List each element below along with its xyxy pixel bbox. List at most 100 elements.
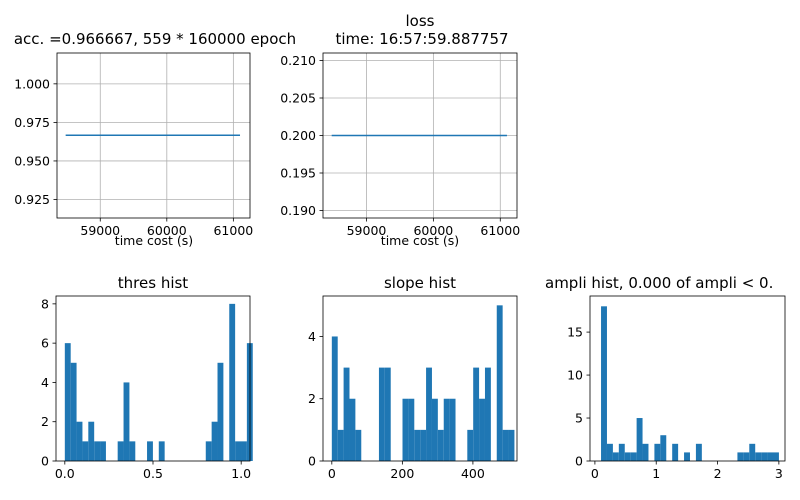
thres-hist-bar-9: [117, 441, 124, 461]
ampli-hist-ytick-label-3: 15: [567, 325, 583, 340]
thres-hist-ytick-label-4: 8: [41, 296, 49, 311]
slope-hist-axes-frame: [322, 295, 518, 462]
slope-hist-bar-29: [502, 429, 509, 461]
thres-hist-xtick-label-0: 0.0: [55, 466, 75, 481]
thres-hist-bar-25: [211, 421, 218, 461]
loss-panel: 59000 60000 61000 0.190 0.195 0.200 0.205 0.210…: [280, 12, 520, 248]
accuracy-xlabel: time cost (s): [115, 233, 193, 248]
slope-hist-bar-4: [355, 429, 362, 461]
ampli-hist-bar-7: [642, 443, 649, 461]
slope-hist-bar-19: [443, 398, 450, 461]
thres-hist-bar-29: [235, 441, 242, 461]
loss-xtick-label-2: 61000: [480, 223, 520, 238]
loss-xlabel: time cost (s): [381, 233, 459, 248]
slope-hist-xtick-label-1: 200: [390, 466, 414, 481]
slope-hist-bar-20: [449, 398, 456, 461]
slope-hist-bar-30: [508, 429, 515, 461]
slope-hist-ytick-label-2: 4: [308, 329, 316, 344]
accuracy-panel: 59000 60000 61000 0.925 0.950 0.975 1.000 acc.…: [14, 30, 296, 248]
accuracy-axes-frame: [56, 52, 251, 219]
slope-hist-bar-1: [337, 429, 344, 461]
slope-hist-ytick-label-1: 2: [308, 391, 316, 406]
accuracy-ytick-label-0: 0.925: [14, 192, 50, 207]
ampli-hist-xtick-label-1: 1: [652, 466, 660, 481]
accuracy-ytick-label-2: 0.975: [14, 115, 50, 130]
slope-hist-bar-18: [437, 429, 444, 461]
accuracy-title: acc. =0.966667, 559 * 160000 epoch: [14, 30, 296, 48]
loss-xtick-label-1: 60000: [413, 223, 453, 238]
thres-hist-xtick-label-1: 0.5: [143, 466, 163, 481]
loss-ytick-label-2: 0.200: [280, 128, 316, 143]
ampli-hist-plot-area: 0 1 2 3 0 5 10 15: [567, 295, 786, 481]
ampli-hist-bar-16: [695, 443, 702, 461]
ampli-hist-bar-27: [761, 452, 768, 461]
ampli-hist-bar-3: [618, 443, 625, 461]
ampli-hist-ytick-label-1: 5: [575, 411, 583, 426]
ampli-hist-axes-frame: [589, 295, 786, 462]
thres-hist-ytick-label-0: 0: [41, 454, 49, 469]
thres-hist-bar-4: [88, 421, 95, 461]
ampli-hist-bar-6: [636, 418, 643, 461]
ampli-hist-bar-29: [772, 452, 779, 461]
ampli-hist-title: ampli hist, 0.000 of ampli < 0.: [545, 274, 773, 292]
loss-title-line-2: time: 16:57:59.887757: [335, 30, 508, 48]
ampli-hist-bar-10: [660, 435, 667, 461]
accuracy-ytick-label-1: 0.950: [14, 153, 50, 168]
slope-hist-bar-9: [384, 367, 391, 461]
loss-ytick-label-4: 0.210: [280, 53, 316, 68]
loss-xtick-label-0: 59000: [347, 223, 387, 238]
slope-hist-bar-12: [402, 398, 409, 461]
ampli-hist-bar-25: [749, 443, 756, 461]
thres-hist-bar-30: [241, 441, 247, 461]
slope-hist-xtick-label-2: 400: [461, 466, 485, 481]
slope-hist-bar-23: [467, 429, 474, 461]
thres-hist-bar-1: [70, 362, 77, 461]
loss-ytick-label-0: 0.190: [280, 203, 316, 218]
slope-hist-bar-17: [431, 398, 438, 461]
thres-hist-title: thres hist: [118, 274, 189, 292]
ampli-hist-bar-14: [684, 452, 690, 461]
thres-hist-ytick-label-1: 2: [41, 414, 49, 429]
slope-hist-ytick-label-0: 0: [308, 454, 316, 469]
slope-hist-bar-26: [484, 367, 491, 461]
slope-hist-bar-3: [349, 398, 356, 461]
slope-hist-bar-8: [378, 367, 385, 461]
thres-hist-bar-24: [205, 441, 212, 461]
slope-hist-xtick-label-0: 0: [328, 466, 336, 481]
loss-plot-area: 59000 60000 61000 0.190 0.195 0.200 0.205 0.210: [280, 52, 520, 238]
thres-hist-bar-26: [217, 362, 224, 461]
thres-hist-panel: 0.0 0.5 1.0 0 2 4 6 8 thres hist: [41, 274, 253, 481]
thres-hist-xtick-label-2: 1.0: [231, 466, 251, 481]
thres-hist-ytick-label-3: 6: [41, 336, 49, 351]
ampli-hist-bar-1: [606, 443, 613, 461]
slope-hist-bar-24: [473, 367, 480, 461]
ampli-hist-xtick-label-0: 0: [591, 466, 599, 481]
slope-hist-bar-2: [343, 367, 350, 461]
accuracy-plot-area: 59000 60000 61000 0.925 0.950 0.975 1.000: [14, 52, 253, 238]
slope-hist-bar-0: [331, 336, 338, 461]
slope-hist-bar-14: [414, 429, 421, 461]
ampli-hist-bar-2: [612, 452, 619, 461]
ampli-hist-bar-0: [601, 306, 607, 461]
thres-hist-ytick-label-2: 4: [41, 375, 49, 390]
slope-hist-bar-16: [426, 367, 432, 461]
ampli-hist-xtick-label-2: 2: [714, 466, 722, 481]
slope-hist-bar-25: [479, 398, 485, 461]
accuracy-xtick-label-2: 61000: [213, 223, 253, 238]
ampli-hist-xtick-label-3: 3: [775, 466, 783, 481]
ampli-hist-bar-23: [737, 452, 744, 461]
ampli-hist-bar-5: [630, 452, 637, 461]
thres-hist-plot-area: 0.0 0.5 1.0 0 2 4 6 8: [41, 295, 253, 481]
ampli-hist-bar-9: [654, 443, 661, 461]
loss-ytick-label-3: 0.205: [280, 91, 316, 106]
ampli-hist-ytick-label-0: 0: [575, 454, 583, 469]
accuracy-xtick-label-0: 59000: [80, 223, 120, 238]
ampli-hist-bar-4: [624, 452, 631, 461]
ampli-hist-panel: 0 1 2 3 0 5 10 15 ampli hist, 0.000 of ampli < …: [545, 274, 786, 481]
loss-title-line-1: loss: [406, 12, 435, 30]
thres-hist-bar-28: [229, 303, 236, 461]
ampli-hist-bar-26: [755, 452, 762, 461]
slope-hist-bar-13: [408, 398, 415, 461]
ampli-hist-bar-12: [672, 443, 679, 461]
slope-hist-plot-area: 0 200 400 0 2 4: [308, 295, 518, 481]
